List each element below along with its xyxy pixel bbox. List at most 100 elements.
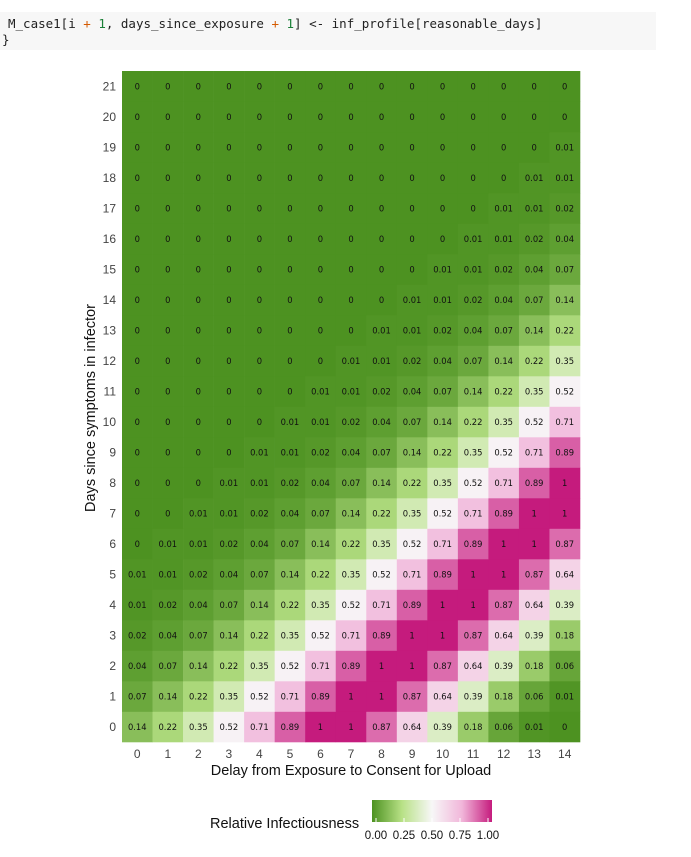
cell-value-label: 0.35 [281, 630, 300, 640]
cell-value-label: 0 [226, 234, 231, 244]
heatmap-cell [122, 101, 153, 133]
heatmap-cell [305, 559, 337, 590]
heatmap-cell [335, 376, 367, 407]
cell-value-label: 0.22 [189, 691, 208, 701]
cell-value-label: 0.07 [403, 417, 422, 427]
heatmap-cell [183, 437, 214, 468]
heatmap-cell [213, 681, 245, 712]
cell-value-label: 0 [135, 417, 140, 427]
cell-value-label: 0 [470, 81, 475, 91]
cell-value-label: 0 [440, 203, 445, 213]
heatmap-cell [183, 681, 214, 712]
heatmap-cell [488, 406, 520, 438]
heatmap-cell [183, 589, 214, 621]
cell-value-label: 0 [135, 356, 140, 366]
cell-value-label: 0 [348, 295, 353, 305]
legend: Relative Infectiousness 0.00 0.25 0.50 0.75… [210, 800, 499, 842]
y-tick-label: 20 [103, 110, 117, 124]
y-tick-label: 18 [103, 171, 117, 185]
heatmap-cell [427, 193, 459, 224]
cell-value-label: 0.04 [464, 325, 483, 335]
heatmap-cell [274, 620, 306, 651]
cell-value-label: 0.14 [525, 325, 544, 335]
heatmap-cell [152, 223, 184, 255]
heatmap-cell [274, 681, 306, 712]
heatmap-cell [122, 620, 153, 651]
legend-title: Relative Infectiousness [210, 816, 359, 832]
heatmap-cell [152, 345, 184, 377]
cell-value-label: 0.02 [189, 569, 208, 579]
cell-value-label: 1 [379, 661, 384, 671]
cell-value-label: 0.07 [189, 630, 208, 640]
heatmap-cell [518, 711, 550, 743]
cell-value-label: 0.71 [372, 600, 391, 610]
cell-value-label: 0.01 [433, 264, 452, 274]
heatmap-cell [396, 223, 428, 255]
cell-value-label: 0 [379, 264, 384, 274]
cell-value-label: 0.35 [250, 661, 269, 671]
cell-value-label: 0 [165, 173, 170, 183]
heatmap-cell [396, 162, 428, 194]
heatmap-cell [457, 71, 489, 102]
cell-value-label: 0.22 [433, 447, 452, 457]
cell-value-label: 0.64 [555, 569, 574, 579]
cell-value-label: 0 [165, 325, 170, 335]
heatmap-cell [122, 315, 153, 346]
cell-value-label: 0 [470, 203, 475, 213]
heatmap-cell [366, 650, 398, 682]
y-tick-label: 7 [109, 506, 116, 520]
heatmap-cell [244, 589, 275, 621]
cell-value-label: 0.22 [403, 478, 422, 488]
heatmap-cell [396, 467, 428, 499]
cell-value-label: 0.06 [525, 691, 544, 701]
cell-value-label: 0.71 [342, 630, 361, 640]
cell-value-label: 0 [196, 234, 201, 244]
heatmap-cell [305, 589, 337, 621]
cell-value-label: 0.07 [464, 356, 483, 366]
heatmap-cell [152, 528, 184, 560]
heatmap-cell [366, 620, 398, 651]
heatmap-cell [549, 467, 581, 499]
cell-value-label: 0.07 [494, 325, 513, 335]
heatmap-cell [427, 406, 459, 438]
cell-value-label: 0.06 [555, 661, 574, 671]
heatmap-cell [244, 528, 275, 560]
cell-value-label: 0.01 [342, 356, 361, 366]
heatmap-cell [335, 437, 367, 468]
heatmap-cell [335, 101, 367, 133]
cell-value-label: 0 [440, 173, 445, 183]
heatmap-cell [427, 589, 459, 621]
heatmap-cell [152, 193, 184, 224]
heatmap-cell [457, 406, 489, 438]
cell-value-label: 0.71 [311, 661, 330, 671]
cell-value-label: 0 [226, 142, 231, 152]
heatmap-cell [244, 101, 275, 133]
heatmap-cell [305, 254, 337, 285]
heatmap-cell [488, 254, 520, 285]
cell-value-label: 0 [409, 142, 414, 152]
heatmap-cell [488, 437, 520, 468]
heatmap-cell [488, 681, 520, 712]
cell-value-label: 0 [562, 112, 567, 122]
cell-value-label: 0 [226, 81, 231, 91]
cell-value-label: 0 [165, 112, 170, 122]
cell-value-label: 0.01 [464, 264, 483, 274]
cell-value-label: 0 [348, 325, 353, 335]
heatmap-cell [518, 650, 550, 682]
cell-value-label: 0 [196, 264, 201, 274]
heatmap-cell [549, 528, 581, 560]
x-tick-label: 10 [436, 747, 450, 761]
heatmap-cell [335, 162, 367, 194]
heatmap-cell [427, 284, 459, 316]
cell-value-label: 0 [440, 112, 445, 122]
heatmap-cell [213, 711, 245, 743]
cell-value-label: 0 [318, 356, 323, 366]
cell-value-label: 0.22 [372, 508, 391, 518]
cell-value-label: 0.14 [342, 508, 361, 518]
cell-value-label: 0 [348, 112, 353, 122]
cell-value-label: 0 [318, 325, 323, 335]
heatmap-cell [518, 223, 550, 255]
cell-value-label: 0 [287, 295, 292, 305]
cell-value-label: 0 [501, 112, 506, 122]
cell-value-label: 0.04 [128, 661, 147, 671]
